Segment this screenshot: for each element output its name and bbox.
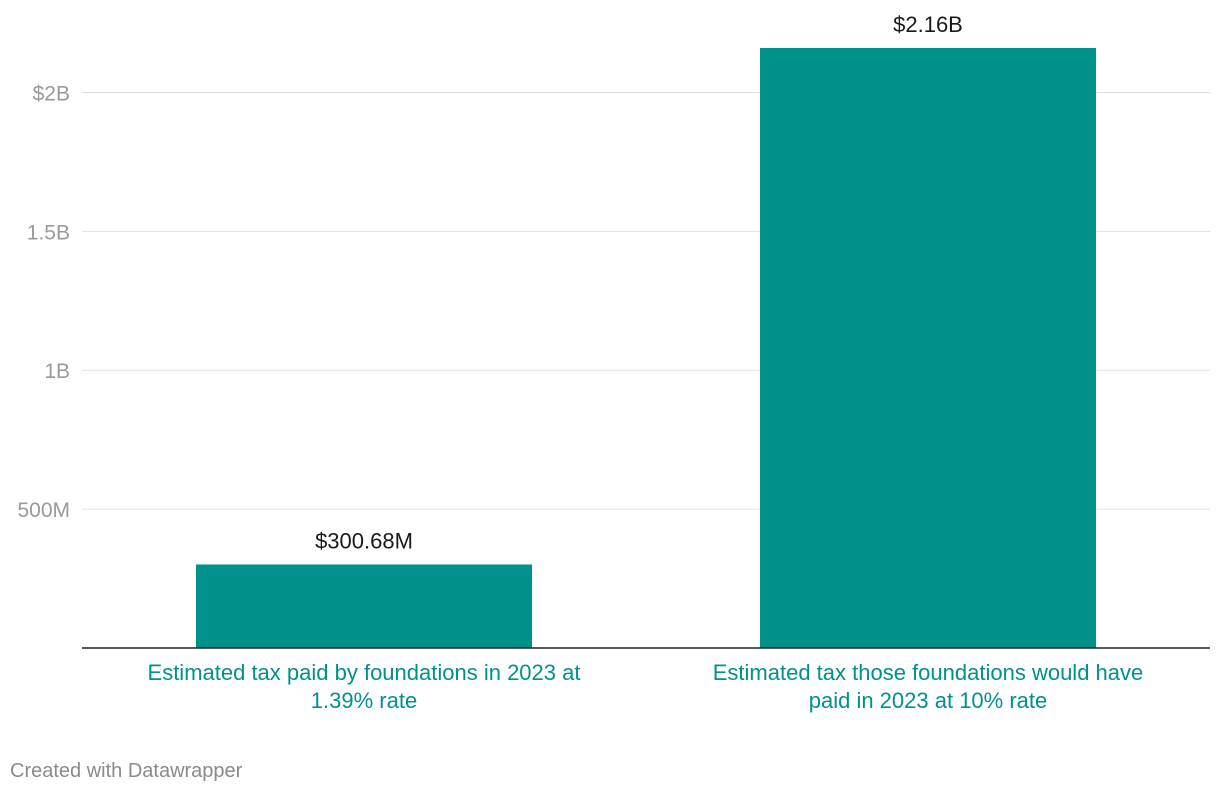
category-label: Estimated tax paid by foundations in 202… [148, 660, 581, 685]
bar [760, 48, 1096, 648]
category-label: Estimated tax those foundations would ha… [713, 660, 1144, 685]
y-tick-label: 500M [17, 499, 70, 522]
labels: 500M 1B 1.5B $2B $300.68M Estimated tax paid … [17, 12, 1143, 713]
bar-value-label: $2.16B [893, 12, 963, 37]
category-label: paid in 2023 at 10% rate [809, 688, 1048, 713]
y-tick-label: 1B [44, 360, 70, 383]
y-tick-label: $2B [33, 82, 70, 105]
y-tick-label: 1.5B [27, 221, 70, 244]
bars [196, 48, 1096, 648]
datawrapper-credit: Created with Datawrapper [10, 760, 243, 782]
bar [196, 564, 532, 648]
bar-value-label: $300.68M [315, 528, 413, 553]
category-label: 1.39% rate [311, 688, 417, 713]
